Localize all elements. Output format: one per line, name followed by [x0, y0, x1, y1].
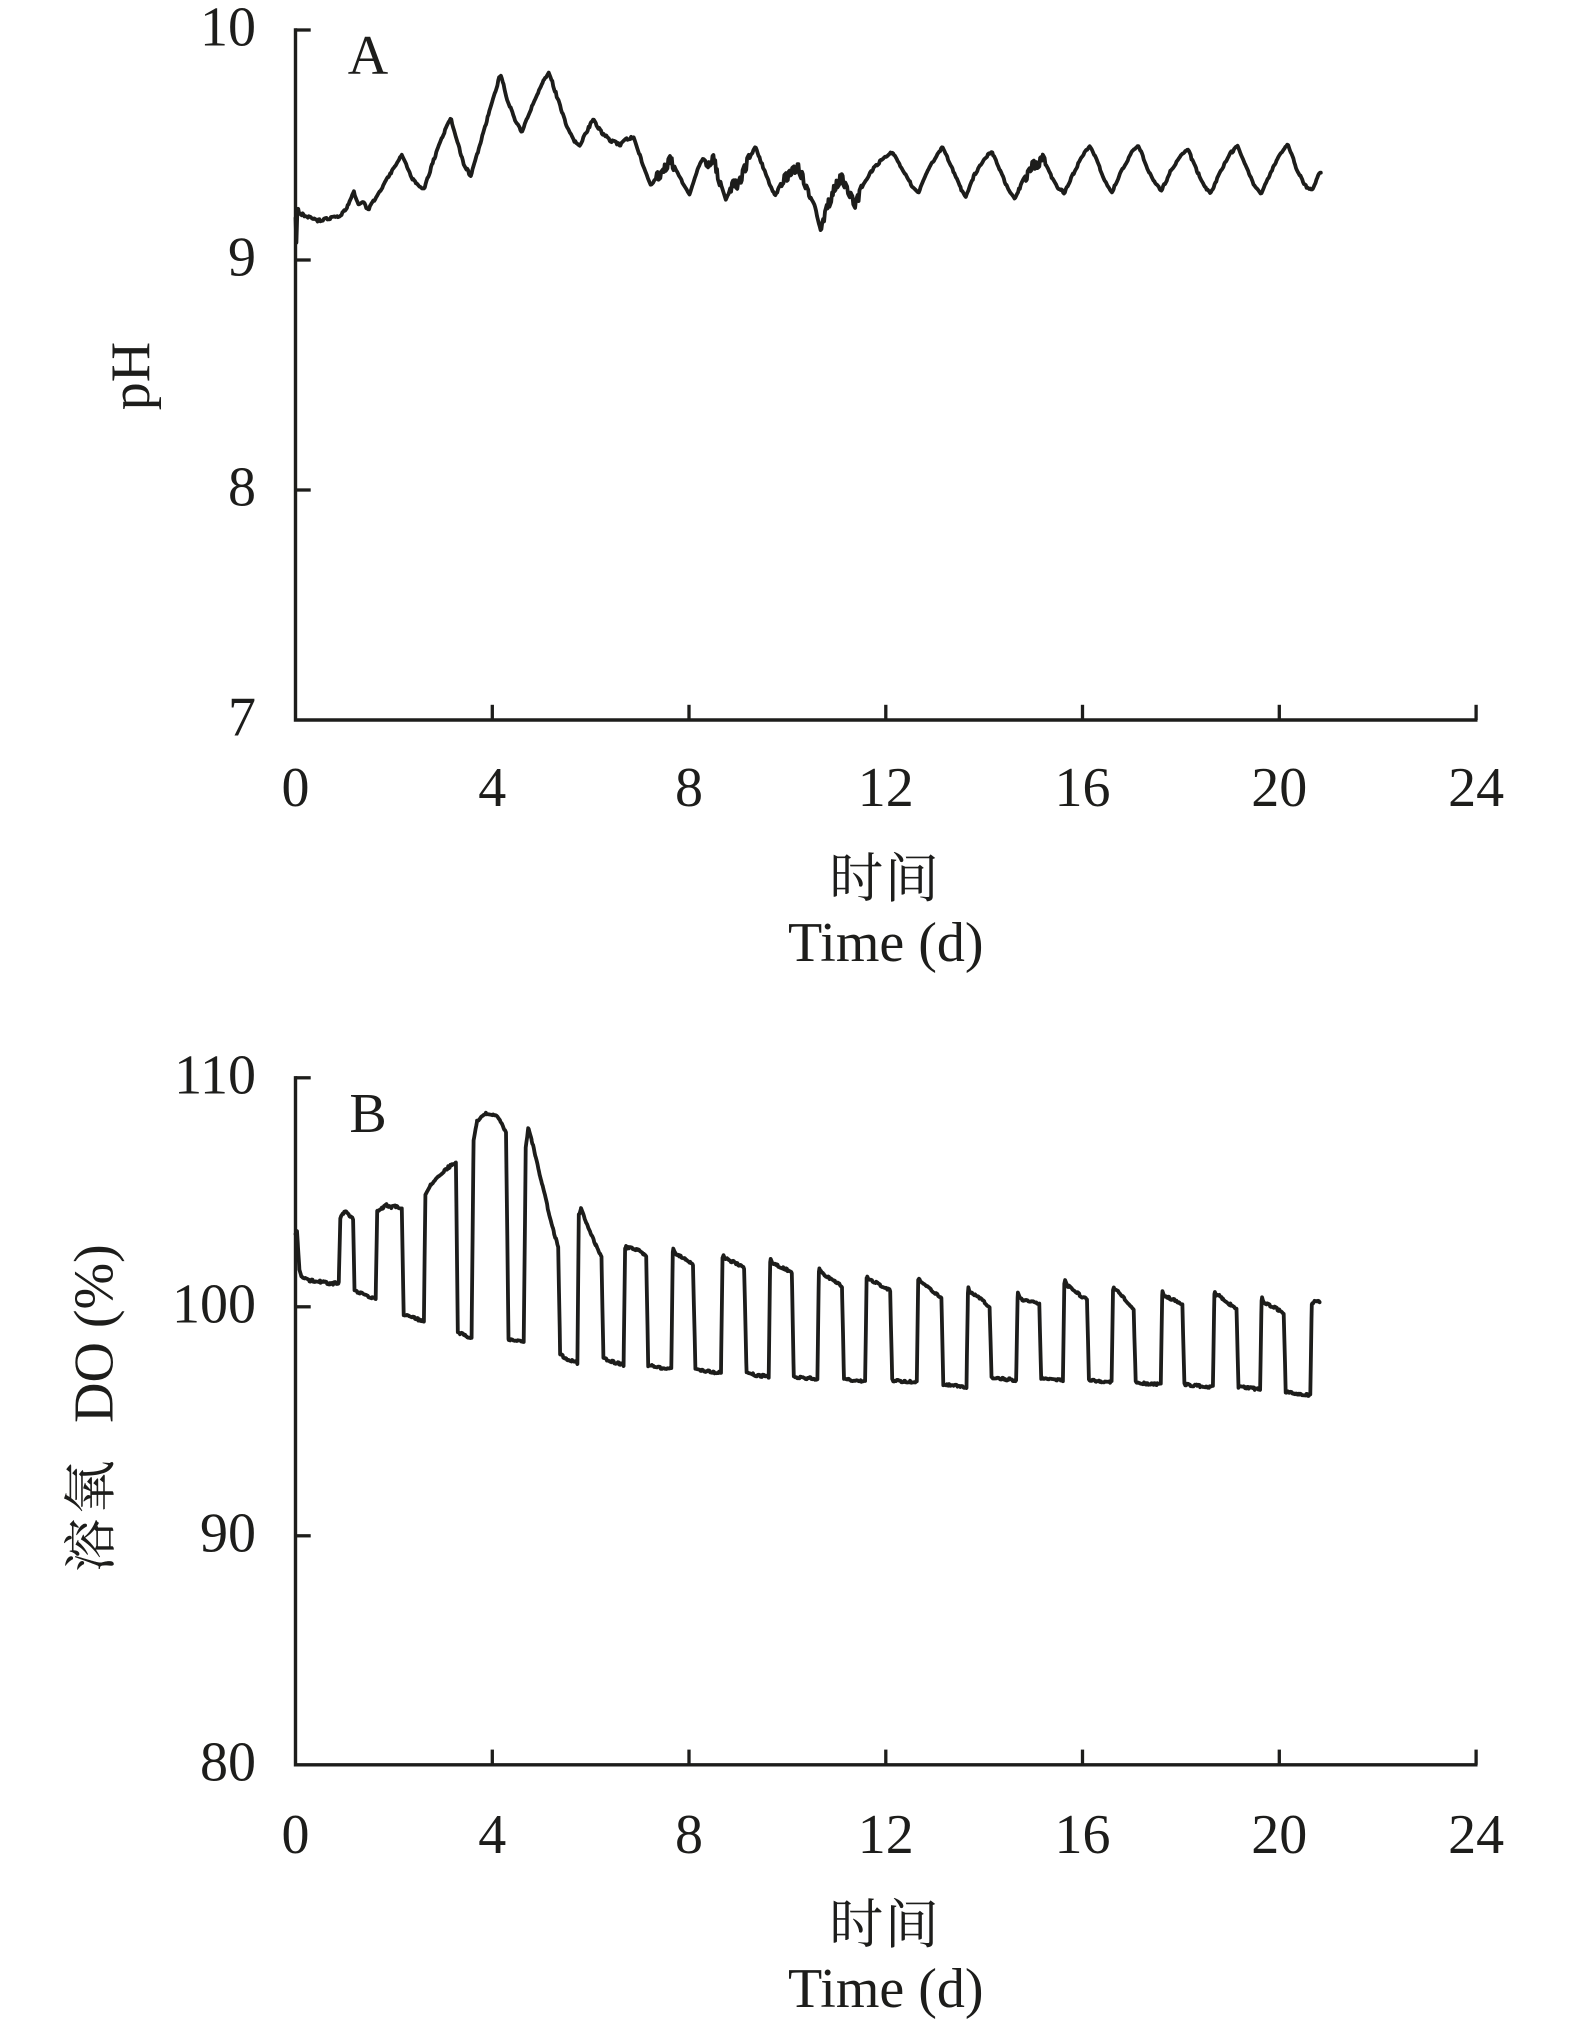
svg-text:8: 8: [675, 757, 703, 819]
svg-text:24: 24: [1448, 757, 1504, 819]
svg-text:110: 110: [174, 1044, 256, 1106]
svg-text:16: 16: [1055, 757, 1111, 819]
svg-text:4: 4: [478, 1804, 506, 1866]
svg-text:100: 100: [172, 1273, 256, 1335]
svg-text:10: 10: [200, 0, 256, 59]
svg-text:16: 16: [1055, 1804, 1111, 1866]
svg-text:9: 9: [228, 227, 256, 289]
svg-text:0: 0: [282, 1804, 310, 1866]
svg-text:8: 8: [675, 1804, 703, 1866]
svg-text:20: 20: [1251, 757, 1307, 819]
svg-text:4: 4: [478, 757, 506, 819]
svg-text:12: 12: [858, 757, 914, 819]
svg-text:pH: pH: [100, 342, 162, 410]
svg-text:20: 20: [1251, 1804, 1307, 1866]
svg-text:12: 12: [858, 1804, 914, 1866]
svg-text:80: 80: [200, 1731, 256, 1793]
svg-text:DO (%): DO (%): [64, 1244, 126, 1423]
svg-text:7: 7: [228, 687, 256, 749]
svg-text:90: 90: [200, 1502, 256, 1564]
svg-text:24: 24: [1448, 1804, 1504, 1866]
svg-text:B: B: [349, 1083, 386, 1145]
svg-text:Time (d): Time (d): [788, 912, 984, 974]
svg-text:0: 0: [282, 757, 310, 819]
svg-text:8: 8: [228, 457, 256, 519]
svg-text:A: A: [348, 25, 389, 87]
svg-text:Time (d): Time (d): [788, 1958, 984, 2020]
